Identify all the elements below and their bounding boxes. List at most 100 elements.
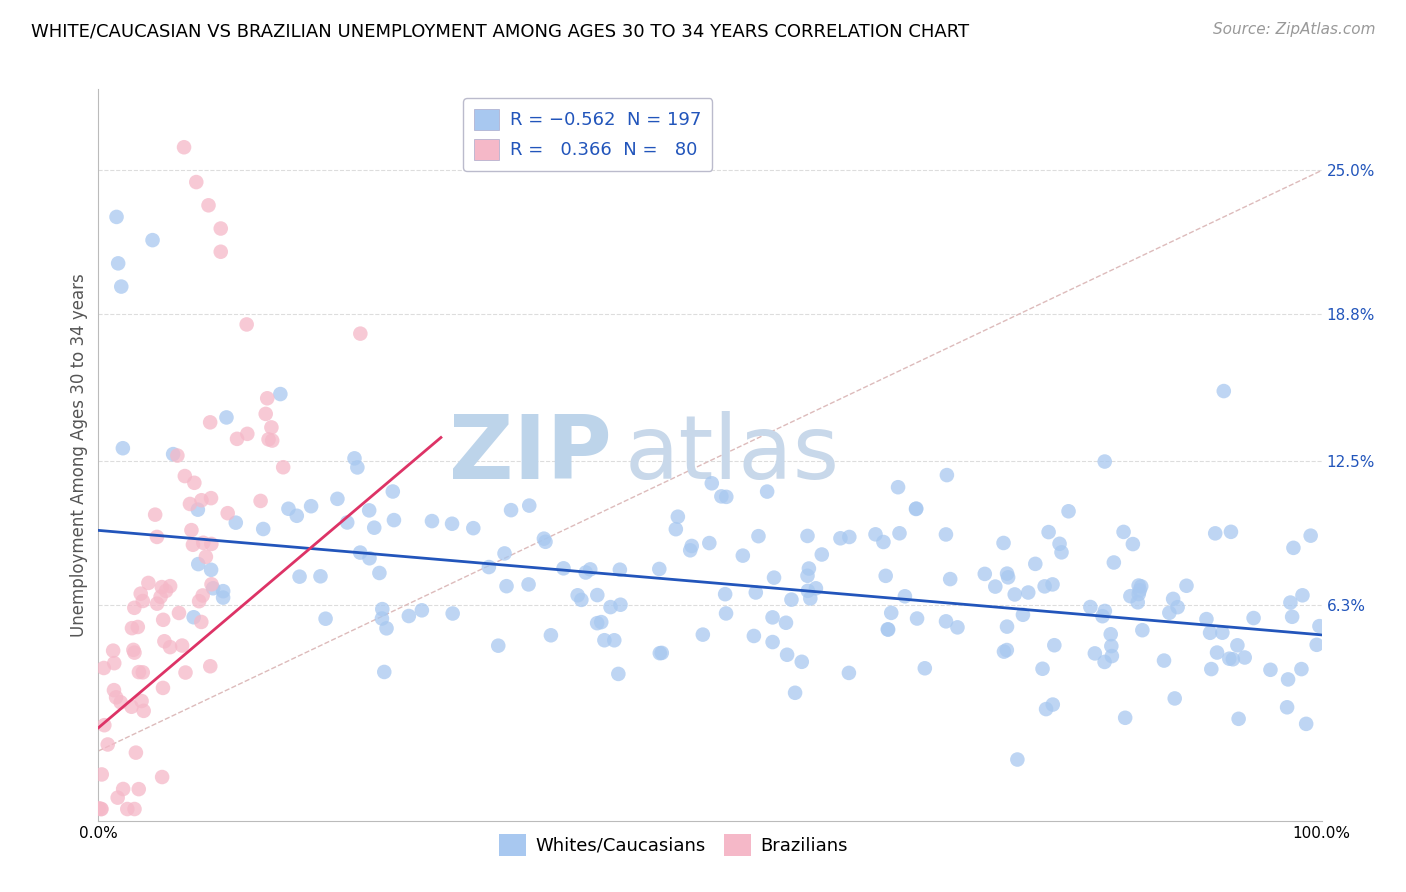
Point — [179, 497, 201, 511]
Point — [763, 571, 786, 585]
Point — [285, 508, 308, 523]
Text: Source: ZipAtlas.com: Source: ZipAtlas.com — [1212, 22, 1375, 37]
Point — [1007, 752, 1029, 766]
Point — [1099, 627, 1122, 641]
Point — [269, 387, 291, 401]
Point — [1167, 600, 1189, 615]
Point — [517, 577, 540, 591]
Point — [797, 583, 820, 598]
Point — [398, 609, 420, 624]
Point — [540, 628, 562, 642]
Point — [235, 318, 257, 332]
Point — [1212, 384, 1234, 398]
Point — [1277, 673, 1299, 687]
Point — [1204, 526, 1226, 541]
Point — [155, 583, 177, 598]
Point — [260, 420, 283, 434]
Point — [762, 635, 785, 649]
Legend: Whites/Caucasians, Brazilians: Whites/Caucasians, Brazilians — [492, 826, 855, 863]
Point — [790, 655, 813, 669]
Point — [97, 738, 120, 752]
Point — [593, 633, 616, 648]
Point — [215, 410, 238, 425]
Point — [117, 802, 139, 816]
Point — [1233, 650, 1256, 665]
Point — [152, 681, 174, 695]
Point — [420, 514, 443, 528]
Point — [756, 484, 779, 499]
Point — [648, 646, 671, 660]
Point — [804, 582, 827, 596]
Point — [128, 782, 150, 797]
Point — [494, 546, 516, 560]
Point — [191, 589, 214, 603]
Point — [411, 603, 433, 617]
Point — [186, 175, 208, 189]
Point — [103, 656, 125, 670]
Point — [252, 522, 274, 536]
Point — [107, 790, 129, 805]
Point — [1206, 646, 1229, 660]
Point — [889, 526, 911, 541]
Point — [1295, 716, 1317, 731]
Point — [1308, 619, 1330, 633]
Point — [103, 683, 125, 698]
Point — [973, 566, 995, 581]
Point — [277, 501, 299, 516]
Point — [872, 535, 894, 549]
Point — [697, 536, 720, 550]
Point — [187, 557, 209, 571]
Point — [1101, 649, 1123, 664]
Point — [993, 536, 1015, 550]
Point — [1094, 604, 1116, 618]
Point — [747, 529, 769, 543]
Point — [1017, 585, 1039, 599]
Point — [776, 648, 799, 662]
Point — [1128, 587, 1150, 601]
Point — [166, 449, 188, 463]
Point — [1102, 556, 1125, 570]
Point — [125, 746, 148, 760]
Point — [745, 585, 768, 599]
Point — [132, 704, 155, 718]
Point — [188, 594, 211, 608]
Point — [326, 491, 349, 506]
Point — [1094, 655, 1116, 669]
Point — [838, 665, 860, 680]
Point — [146, 530, 169, 544]
Point — [1201, 662, 1223, 676]
Point — [90, 802, 112, 816]
Point — [441, 607, 464, 621]
Point — [880, 606, 903, 620]
Point — [1012, 607, 1035, 622]
Point — [567, 588, 589, 602]
Point — [359, 503, 381, 517]
Point — [887, 480, 910, 494]
Point — [876, 623, 898, 637]
Point — [363, 521, 385, 535]
Point — [132, 594, 155, 608]
Point — [679, 543, 702, 558]
Point — [1130, 623, 1153, 637]
Point — [183, 475, 205, 490]
Point — [1218, 651, 1240, 665]
Point — [180, 523, 202, 537]
Point — [1033, 579, 1056, 593]
Point — [138, 576, 160, 591]
Point — [1042, 698, 1064, 712]
Point — [875, 569, 897, 583]
Point — [495, 579, 517, 593]
Point — [517, 499, 540, 513]
Point — [349, 326, 371, 341]
Point — [1119, 589, 1142, 603]
Point — [586, 588, 609, 602]
Point — [122, 643, 145, 657]
Point — [441, 516, 464, 531]
Point — [187, 502, 209, 516]
Point — [141, 233, 163, 247]
Point — [742, 629, 765, 643]
Point — [1091, 609, 1114, 624]
Point — [1305, 638, 1327, 652]
Point — [1153, 654, 1175, 668]
Point — [1112, 524, 1135, 539]
